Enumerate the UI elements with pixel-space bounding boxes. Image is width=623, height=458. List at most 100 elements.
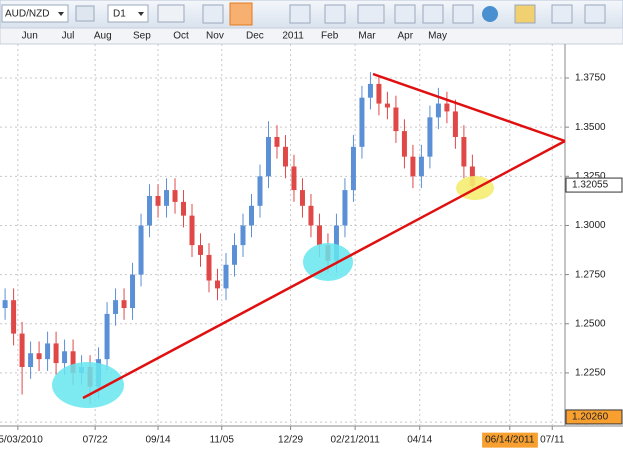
candle-body	[104, 313, 110, 360]
candle-body	[28, 353, 34, 368]
trendline	[82, 139, 566, 400]
symbol-text: AUD/NZD	[5, 9, 49, 20]
candle-body	[181, 201, 187, 216]
candle-body	[2, 300, 8, 309]
ruler-button[interactable]	[514, 4, 536, 24]
zoom-button[interactable]	[357, 4, 385, 24]
x-tick-label: 04/14	[407, 435, 432, 446]
month-label: Jun	[22, 31, 38, 42]
candle-body	[172, 190, 178, 202]
globe-button[interactable]	[482, 6, 498, 22]
x-tick-label: 07/22	[83, 435, 108, 446]
chart-type-button[interactable]	[157, 4, 185, 23]
dropdown-arrow	[138, 12, 144, 16]
month-label: Apr	[397, 31, 413, 42]
candle-body	[11, 300, 17, 334]
month-bar	[0, 27, 623, 45]
y-tick-label: 1.2750	[575, 269, 606, 280]
month-label: Mar	[358, 31, 376, 42]
tool-button[interactable]	[422, 4, 444, 24]
candle-body	[299, 190, 305, 206]
month-label: Dec	[246, 31, 264, 42]
x-tick-label: 09/14	[146, 435, 171, 446]
candle-body	[240, 225, 246, 246]
candle-body	[70, 351, 76, 373]
x-tick-label: 12/29	[278, 435, 303, 446]
tool-button[interactable]	[551, 4, 573, 24]
price-marker-box	[565, 409, 623, 425]
candle-body	[130, 274, 136, 309]
candle-body	[274, 136, 280, 147]
tool-button[interactable]	[289, 4, 311, 24]
candle-body	[418, 156, 424, 177]
candle-body	[257, 176, 263, 206]
candle-body	[155, 195, 161, 206]
candle-body	[121, 300, 127, 309]
candle-body	[359, 97, 365, 147]
candle-body	[164, 190, 170, 206]
link-button[interactable]	[75, 5, 95, 22]
candle-body	[19, 333, 25, 368]
candle-body	[316, 225, 322, 246]
month-label: May	[428, 31, 447, 42]
candle-body	[291, 166, 297, 191]
candle-body	[393, 107, 399, 132]
tool-button[interactable]	[584, 4, 606, 24]
candle-body	[435, 103, 441, 118]
candle-body	[45, 343, 51, 360]
candle-body	[138, 225, 144, 275]
month-label: Oct	[173, 31, 189, 42]
candle-body	[452, 111, 458, 137]
price-marker-box	[565, 177, 623, 193]
highlight-ellipse	[303, 243, 353, 281]
current-date-box	[482, 432, 538, 448]
y-tick-label: 1.3750	[575, 73, 606, 84]
candle-body	[189, 215, 195, 246]
month-label: Feb	[321, 31, 339, 42]
month-label: Sep	[133, 31, 151, 42]
tool-button-active[interactable]	[229, 2, 253, 26]
y-tick-label: 1.2250	[575, 368, 606, 379]
candle-body	[215, 280, 221, 289]
candle-body	[410, 156, 416, 177]
tool-button[interactable]	[324, 4, 346, 24]
symbol-select[interactable]	[1, 4, 69, 23]
x-tick-label: 05/03/2010	[0, 435, 43, 446]
candle-body	[401, 131, 407, 157]
y-tick-label: 1.3500	[575, 122, 606, 133]
candle-body	[342, 190, 348, 226]
candle-body	[206, 254, 212, 281]
candle-body	[231, 245, 237, 265]
y-tick-label: 1.3250	[575, 171, 606, 182]
candle-body	[36, 353, 42, 360]
tool-button[interactable]	[202, 4, 224, 24]
price-marker-label: 1.32055	[572, 180, 609, 191]
tool-button[interactable]	[394, 4, 416, 24]
candle-body	[53, 343, 59, 364]
candle-body	[384, 103, 390, 108]
candle-body	[461, 136, 467, 167]
candle-body	[62, 351, 68, 364]
month-label: Aug	[94, 31, 112, 42]
x-tick-label: 07/11	[540, 435, 565, 446]
candle-body	[113, 300, 119, 314]
highlight-ellipse	[52, 362, 124, 408]
dropdown-arrow	[58, 12, 64, 16]
candle-body	[308, 205, 314, 226]
month-label: Jul	[62, 31, 75, 42]
candle-body	[376, 83, 382, 104]
candle-body	[147, 195, 153, 226]
timeframe-select[interactable]	[107, 4, 149, 23]
tool-button[interactable]	[452, 4, 474, 24]
candle-body	[333, 225, 339, 261]
candle-body	[223, 264, 229, 289]
x-tick-label: 06/14/2011	[485, 435, 535, 446]
y-tick-label: 1.3000	[575, 220, 606, 231]
candle-body	[265, 136, 271, 177]
price-marker-label: 1.20260	[572, 412, 609, 423]
candle-body	[367, 83, 373, 98]
candle-body	[350, 146, 356, 191]
trendline	[372, 72, 566, 143]
